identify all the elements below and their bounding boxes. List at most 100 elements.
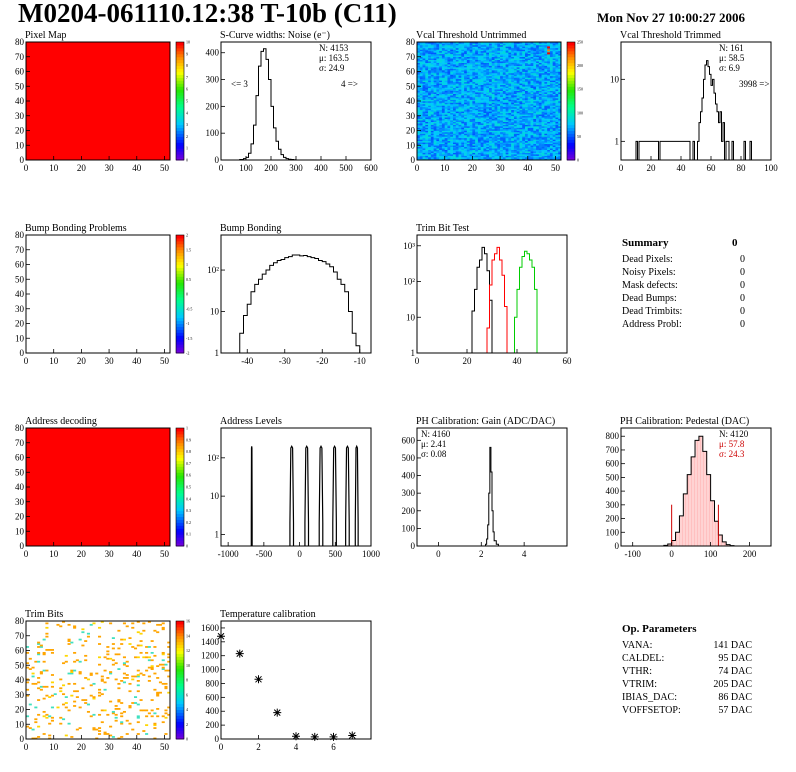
heatmap-cell xyxy=(464,111,468,114)
heatmap-cell xyxy=(558,72,562,75)
heatmap-cell xyxy=(422,58,426,60)
heatmap-cell xyxy=(469,151,473,153)
heatmap-cell xyxy=(541,133,545,136)
palette-band xyxy=(176,50,184,55)
heatmap-cell xyxy=(491,89,495,91)
heatmap-cell xyxy=(555,61,559,63)
heatmap-cell xyxy=(433,92,437,94)
heatmap-cell xyxy=(450,148,454,150)
heatmap-cell xyxy=(552,111,556,114)
heatmap-cell xyxy=(433,157,437,159)
heatmap-cell xyxy=(483,89,487,91)
heatmap-cell xyxy=(444,137,448,140)
heatmap-cell xyxy=(477,53,481,56)
heatmap-cell xyxy=(555,95,559,97)
heatmap-cell xyxy=(489,133,493,136)
heatmap-cell xyxy=(436,59,440,62)
heatmap-cell xyxy=(527,142,531,145)
heatmap-cell xyxy=(555,70,559,72)
heatmap-cell xyxy=(455,127,459,130)
y-tick-label: 100 xyxy=(402,523,416,533)
heatmap-cell xyxy=(430,62,434,65)
heatmap-cell xyxy=(489,111,493,114)
heatmap-cell xyxy=(500,44,504,47)
heatmap-cell xyxy=(466,127,470,130)
heatmap-cell xyxy=(480,92,484,94)
heatmap-cell xyxy=(547,139,551,142)
heatmap-cell xyxy=(508,121,512,124)
heatmap-cell xyxy=(428,90,432,93)
heatmap-cell xyxy=(530,89,534,91)
heatmap-cell xyxy=(519,95,523,97)
heatmap-cell xyxy=(480,71,484,74)
heatmap-cell xyxy=(447,151,451,153)
heatmap-cell xyxy=(433,151,437,153)
heatmap-cell xyxy=(552,81,556,84)
heatmap-cell xyxy=(505,49,509,52)
heatmap-cell xyxy=(502,61,506,63)
heatmap-cell xyxy=(522,83,526,86)
heatmap-cell xyxy=(511,61,515,63)
heatmap-cell xyxy=(489,96,493,99)
heatmap-cell xyxy=(464,109,468,112)
heatmap-cell xyxy=(519,62,523,65)
heatmap-cell xyxy=(558,59,562,62)
heatmap-cell xyxy=(519,93,523,96)
heatmap-cell xyxy=(417,89,421,91)
heatmap-cell xyxy=(37,653,41,656)
heatmap-cell xyxy=(538,155,542,158)
x-tick-label: 40 xyxy=(513,356,523,366)
heatmap-cell xyxy=(444,127,448,130)
heatmap-cell xyxy=(42,669,46,672)
heatmap-cell xyxy=(558,78,562,81)
heatmap-cell xyxy=(491,95,495,97)
heatmap-cell xyxy=(530,111,534,114)
heatmap-cell xyxy=(497,49,501,52)
heatmap-cell xyxy=(469,121,473,124)
heatmap-cell xyxy=(502,130,506,133)
heatmap-cell xyxy=(533,123,537,125)
heatmap-cell xyxy=(444,120,448,122)
heatmap-cell xyxy=(461,154,465,156)
heatmap-cell xyxy=(530,126,534,128)
heatmap-cell xyxy=(547,67,551,69)
heatmap-cell xyxy=(433,146,437,149)
heatmap-cell xyxy=(475,126,479,128)
heatmap-cell xyxy=(497,47,501,50)
heatmap-cell xyxy=(50,651,54,654)
heatmap-cell xyxy=(450,70,454,72)
heatmap-cell xyxy=(477,44,481,47)
heatmap-cell xyxy=(475,47,479,50)
heatmap-cell xyxy=(472,145,476,148)
heatmap-cell xyxy=(417,80,421,83)
heatmap-cell xyxy=(483,130,487,133)
stats-line: σ: 24.9 xyxy=(319,63,345,73)
chart-title: Pixel Map xyxy=(25,30,66,41)
heatmap-cell xyxy=(436,87,440,90)
heatmap-cell xyxy=(439,74,443,77)
heatmap-cell xyxy=(544,59,548,62)
heatmap-cell xyxy=(547,145,551,148)
heatmap-cell xyxy=(522,126,526,128)
heatmap-cell xyxy=(547,140,551,143)
heatmap-cell xyxy=(466,108,470,111)
heatmap-cell xyxy=(527,83,531,86)
heatmap-cell xyxy=(466,149,470,152)
heatmap-cell xyxy=(533,44,537,47)
heatmap-cell xyxy=(547,151,551,153)
heatmap-cell xyxy=(477,90,481,93)
heatmap-cell xyxy=(513,158,517,161)
heatmap-cell xyxy=(544,106,548,109)
heatmap-cell xyxy=(417,67,421,69)
heatmap-cell xyxy=(430,112,434,115)
heatmap-cell xyxy=(491,117,495,119)
heatmap-cell xyxy=(444,86,448,89)
heatmap-cell xyxy=(439,140,443,143)
heatmap-cell xyxy=(419,124,423,127)
heatmap-cell xyxy=(419,86,423,89)
heatmap-cell xyxy=(430,68,434,71)
heatmap-cell xyxy=(430,142,434,145)
heatmap-cell xyxy=(549,114,553,117)
heatmap-cell xyxy=(555,108,559,111)
heatmap-cell xyxy=(536,109,540,112)
